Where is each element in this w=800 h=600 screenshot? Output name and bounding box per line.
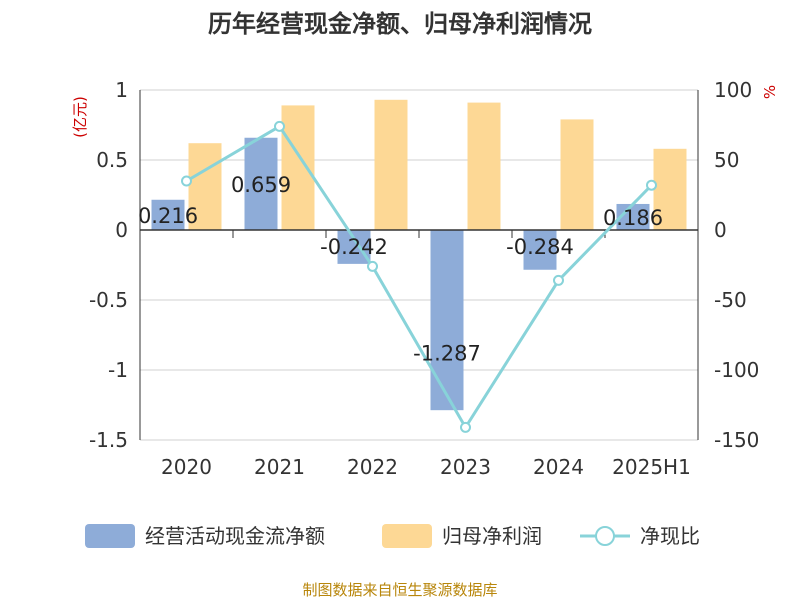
legend-label-cashflow: 经营活动现金流净额 [145,524,325,548]
right-axis-unit: % [761,85,779,99]
left-tick-label: -1 [108,358,128,382]
bar-series [151,99,687,411]
bar-cashflow [430,230,464,411]
right-tick-label: 0 [714,218,727,242]
bar-profit [188,143,222,230]
ratio-line [185,124,653,431]
legend-swatch-ratio-marker [595,526,615,546]
data-label-cashflow: -0.242 [320,235,388,259]
data-labels: 0.216 0.659 -0.242 -1.287 -0.284 0.186 [138,173,663,366]
data-label-cashflow: -0.284 [506,235,574,259]
bar-cashflow [337,230,371,264]
legend: 经营活动现金流净额 归母净利润 净现比 [85,524,700,548]
x-tick-label: 2020 [161,455,212,479]
right-tick-label: -100 [714,358,759,382]
right-tick-label: 50 [714,148,739,172]
bar-profit [374,99,408,230]
ratio-point [646,179,657,191]
left-tick-label: -1.5 [89,428,128,452]
x-tick-label: 2025H1 [612,455,691,479]
bar-profit [467,102,501,230]
data-label-cashflow: 0.186 [603,206,663,230]
data-label-cashflow: 0.659 [231,173,291,197]
ratio-point [460,421,471,433]
bar-cashflow [244,137,278,230]
left-tick-label: 1 [115,78,128,102]
data-label-cashflow: -1.287 [413,342,481,366]
axes: 1 0.5 0 -0.5 -1 -1.5 100 50 0 -50 -100 -150 2020 2021… [89,78,759,479]
legend-swatch-profit [382,524,432,548]
chart-title: 历年经营现金净额、归母净利润情况 [208,10,592,38]
right-tick-label: -150 [714,428,759,452]
data-label-cashflow: 0.216 [138,204,198,228]
x-tick-label: 2021 [254,455,305,479]
bar-profit [281,105,315,230]
ratio-point [553,274,564,286]
grid-lines [140,89,698,441]
ratio-point [181,175,192,187]
bar-profit [653,148,687,230]
right-tick-label: -50 [714,288,747,312]
source-note: 制图数据来自恒生聚源数据库 [302,581,497,599]
left-tick-label: -0.5 [89,288,128,312]
x-tick-label: 2023 [440,455,491,479]
ratio-point [367,260,378,272]
x-tick-label: 2024 [533,455,584,479]
line-series [181,120,657,433]
right-tick-label: 100 [714,78,752,102]
legend-label-ratio: 净现比 [640,524,700,548]
legend-label-profit: 归母净利润 [442,524,542,548]
bar-cashflow [523,230,557,270]
bar-profit [560,119,594,230]
x-tick-label: 2022 [347,455,398,479]
bar-cashflow [151,199,185,230]
left-axis-unit: (亿元) [71,96,89,138]
left-tick-label: 0 [115,218,128,242]
legend-swatch-cashflow [85,524,135,548]
left-tick-label: 0.5 [96,148,128,172]
ratio-point [274,120,285,132]
